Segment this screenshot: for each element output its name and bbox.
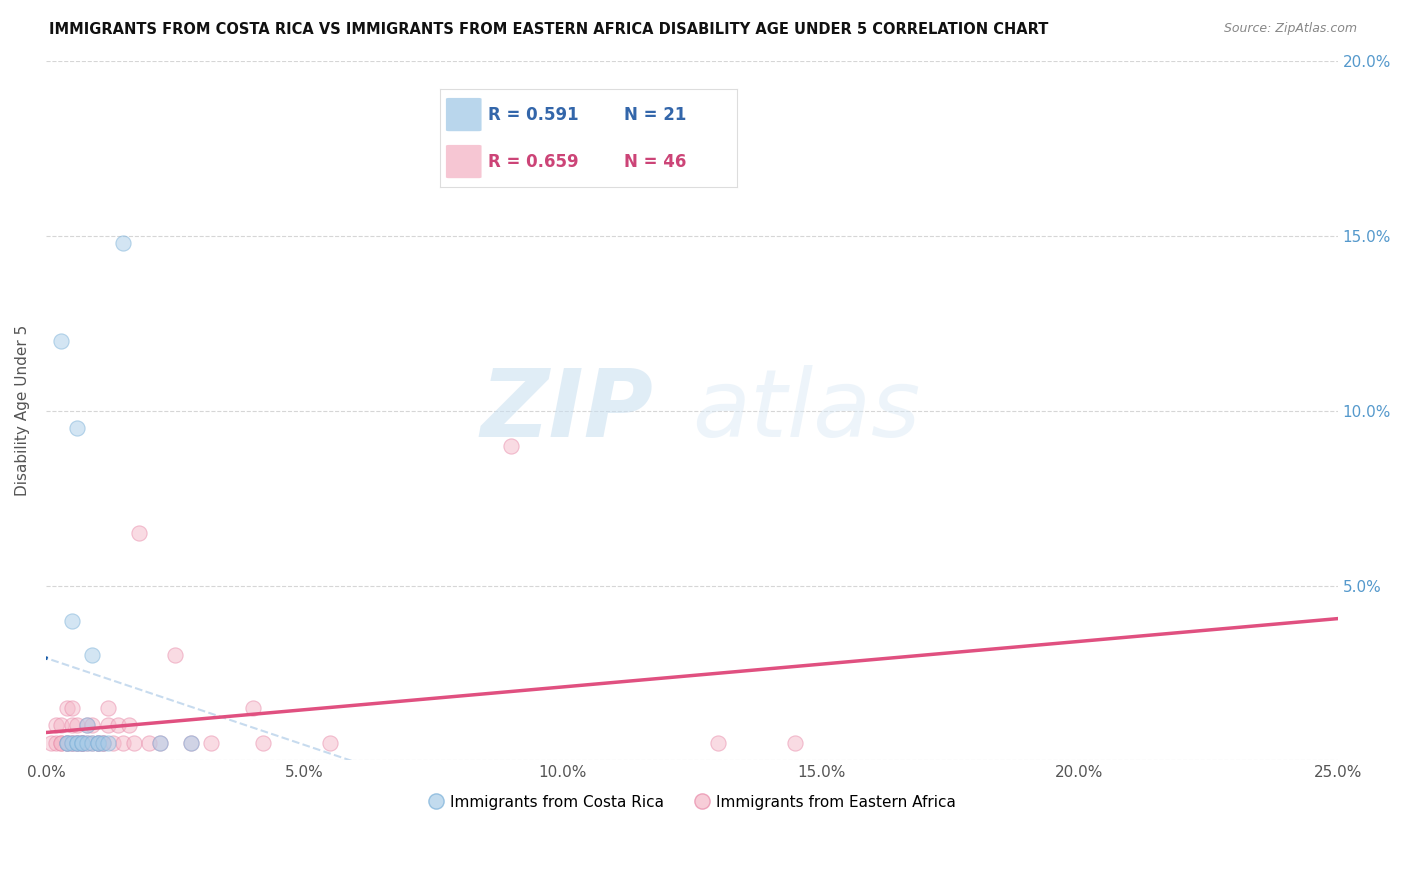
Point (200, 736, 222, 750)
Point (60, 701, 83, 715)
Point (112, 736, 135, 750)
Point (70, 736, 93, 750)
Point (122, 736, 145, 750)
Point (128, 526, 150, 541)
Point (97, 718, 120, 732)
Point (60, 736, 83, 750)
Point (180, 736, 202, 750)
Point (86, 736, 108, 750)
Point (86, 736, 108, 750)
Y-axis label: Disability Age Under 5: Disability Age Under 5 (15, 326, 30, 496)
Point (91, 736, 114, 750)
Point (76, 736, 98, 750)
Text: IMMIGRANTS FROM COSTA RICA VS IMMIGRANTS FROM EASTERN AFRICA DISABILITY AGE UNDE: IMMIGRANTS FROM COSTA RICA VS IMMIGRANTS… (49, 22, 1049, 37)
Point (97, 736, 120, 750)
Point (70, 736, 93, 750)
Point (76, 736, 98, 750)
Point (60, 614, 83, 628)
Point (138, 736, 160, 750)
Point (51, 736, 73, 750)
Point (66, 718, 89, 732)
Point (91, 736, 114, 750)
Point (82, 718, 104, 732)
Text: atlas: atlas (692, 365, 920, 457)
Text: Source: ZipAtlas.com: Source: ZipAtlas.com (1223, 22, 1357, 36)
Point (101, 736, 124, 750)
Point (82, 736, 104, 750)
Point (60, 736, 83, 750)
Point (180, 736, 202, 750)
Point (45, 736, 67, 750)
Point (51, 718, 73, 732)
Point (66, 736, 89, 750)
Point (51, 736, 73, 750)
Point (66, 736, 89, 750)
Point (70, 736, 93, 750)
Point (45, 718, 67, 732)
Point (82, 736, 104, 750)
Point (66, 421, 89, 435)
Point (55, 736, 77, 750)
Point (149, 736, 172, 750)
Point (86, 736, 108, 750)
Point (39, 736, 62, 750)
Point (82, 648, 104, 663)
Point (112, 235, 135, 250)
Point (165, 648, 187, 663)
Point (76, 718, 98, 732)
Point (55, 736, 77, 750)
Point (55, 736, 77, 750)
Point (107, 718, 129, 732)
Point (55, 736, 77, 750)
Point (55, 701, 77, 715)
Legend: Immigrants from Costa Rica, Immigrants from Eastern Africa: Immigrants from Costa Rica, Immigrants f… (422, 789, 962, 815)
Point (242, 701, 264, 715)
Point (149, 736, 172, 750)
Point (97, 701, 120, 715)
Point (117, 718, 139, 732)
Text: ZIP: ZIP (481, 365, 654, 457)
Point (706, 736, 728, 750)
Point (66, 736, 89, 750)
Point (70, 736, 93, 750)
Point (60, 718, 83, 732)
Point (91, 736, 114, 750)
Point (785, 736, 807, 750)
Point (86, 736, 108, 750)
Point (76, 718, 98, 732)
Point (51, 334, 73, 348)
Point (499, 439, 522, 453)
Point (60, 736, 83, 750)
Point (319, 736, 342, 750)
Point (70, 736, 93, 750)
Point (66, 736, 89, 750)
Point (252, 736, 274, 750)
